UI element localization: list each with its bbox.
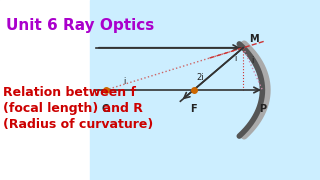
Text: i: i [124, 76, 126, 86]
Text: 2i: 2i [196, 73, 204, 82]
Text: P: P [259, 104, 266, 114]
Text: C: C [102, 104, 109, 114]
Bar [0, 0, 90, 180]
Text: F: F [190, 104, 197, 114]
Text: M: M [250, 34, 259, 44]
Bar [90, 0, 320, 180]
Text: Relation between f
(focal length) and R
(Radius of curvature): Relation between f (focal length) and R … [3, 86, 154, 131]
Text: Unit 6 Ray Optics: Unit 6 Ray Optics [6, 18, 155, 33]
Text: i: i [252, 56, 254, 65]
Text: i: i [234, 54, 236, 63]
